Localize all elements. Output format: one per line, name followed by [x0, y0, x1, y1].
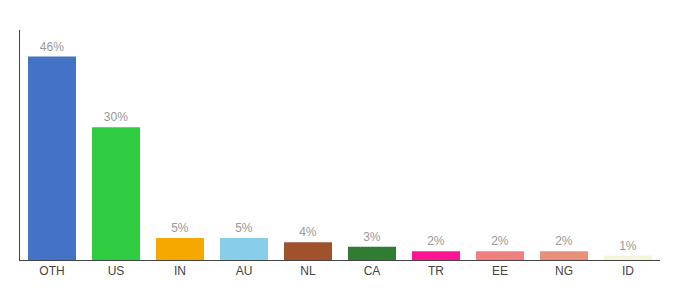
svg-text:3%: 3%: [363, 230, 381, 244]
svg-text:US: US: [108, 264, 125, 278]
svg-text:NL: NL: [300, 264, 316, 278]
svg-text:1%: 1%: [619, 239, 637, 253]
svg-text:OTH: OTH: [39, 264, 64, 278]
svg-text:CA: CA: [364, 264, 381, 278]
svg-text:5%: 5%: [171, 221, 189, 235]
svg-text:4%: 4%: [299, 225, 317, 239]
svg-text:NG: NG: [555, 264, 573, 278]
svg-text:ID: ID: [622, 264, 634, 278]
svg-text:2%: 2%: [491, 234, 509, 248]
svg-text:AU: AU: [236, 264, 253, 278]
svg-text:IN: IN: [174, 264, 186, 278]
svg-text:EE: EE: [492, 264, 508, 278]
svg-text:30%: 30%: [104, 110, 128, 124]
svg-text:46%: 46%: [40, 40, 64, 54]
svg-text:5%: 5%: [235, 221, 253, 235]
svg-text:2%: 2%: [427, 234, 445, 248]
svg-text:2%: 2%: [555, 234, 573, 248]
svg-text:TR: TR: [428, 264, 444, 278]
